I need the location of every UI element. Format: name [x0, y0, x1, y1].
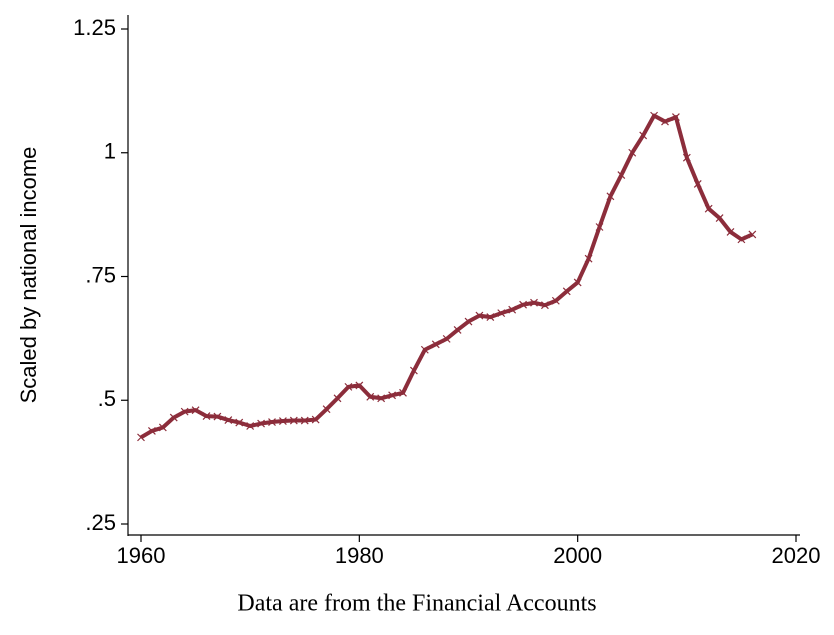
data-point: [551, 296, 560, 305]
data-point: [562, 287, 571, 296]
data-point: [573, 278, 582, 287]
data-point: [257, 419, 266, 428]
data-point: [486, 313, 495, 322]
data-point: [268, 418, 276, 426]
data-point: [595, 223, 604, 231]
data-point: [671, 113, 680, 122]
data-point: [311, 415, 320, 424]
data-point: [431, 340, 440, 349]
data-point: [519, 300, 528, 309]
y-axis-label: Scaled by national income: [16, 147, 41, 404]
data-point: [235, 418, 244, 427]
data-point: [475, 311, 484, 320]
data-point: [748, 230, 757, 239]
y-tick-label: 1.25: [73, 15, 116, 40]
data-point: [726, 228, 735, 236]
data-point: [737, 235, 746, 244]
data-point: [137, 433, 145, 442]
data-point: [508, 305, 517, 314]
data-point: [639, 131, 648, 140]
data-point: [650, 111, 659, 120]
data-point: [202, 412, 211, 421]
note: Data are from the Financial Accounts: [237, 591, 596, 617]
data-point: [191, 406, 200, 415]
data-point: [147, 427, 156, 435]
data-point: [442, 334, 451, 343]
x-tick-label: 2000: [553, 543, 602, 568]
data-point: [344, 382, 353, 391]
data-point: [355, 381, 364, 390]
data-point: [682, 153, 691, 162]
data-line: [139, 113, 754, 440]
data-point: [180, 407, 189, 416]
y-tick-label: .25: [85, 510, 116, 535]
data-point: [289, 416, 298, 425]
y-tick-label: .75: [85, 262, 116, 287]
data-point: [224, 416, 233, 424]
data-point: [617, 171, 626, 179]
data-point: [584, 254, 593, 263]
data-point: [169, 413, 178, 422]
data-point: [704, 204, 713, 213]
data-point: [158, 423, 167, 432]
data-point: [453, 326, 462, 334]
data-point: [628, 148, 637, 157]
data-point: [530, 298, 538, 307]
data-point: [399, 388, 407, 397]
data-point: [693, 180, 702, 188]
y-tick-label: 1: [104, 139, 116, 164]
data-point: [661, 117, 669, 126]
x-tick-label: 1980: [335, 543, 384, 568]
data-point: [213, 412, 222, 421]
data-point: [377, 394, 386, 403]
data-point: [366, 392, 375, 401]
data-point: [300, 416, 309, 425]
data-point: [540, 301, 549, 310]
data-point: [420, 345, 429, 354]
x-tick-label: 2020: [772, 543, 821, 568]
data-point: [497, 309, 506, 318]
data-point: [333, 394, 342, 403]
data-point: [715, 214, 724, 223]
data-point: [606, 192, 615, 201]
y-tick-label: .5: [98, 386, 116, 411]
data-point: [246, 422, 255, 430]
data-point: [388, 391, 397, 400]
data-point: [464, 317, 473, 326]
data-point: [409, 366, 418, 375]
data-point: [278, 417, 287, 425]
x-tick-label: 1960: [117, 543, 166, 568]
data-point: [322, 405, 331, 414]
